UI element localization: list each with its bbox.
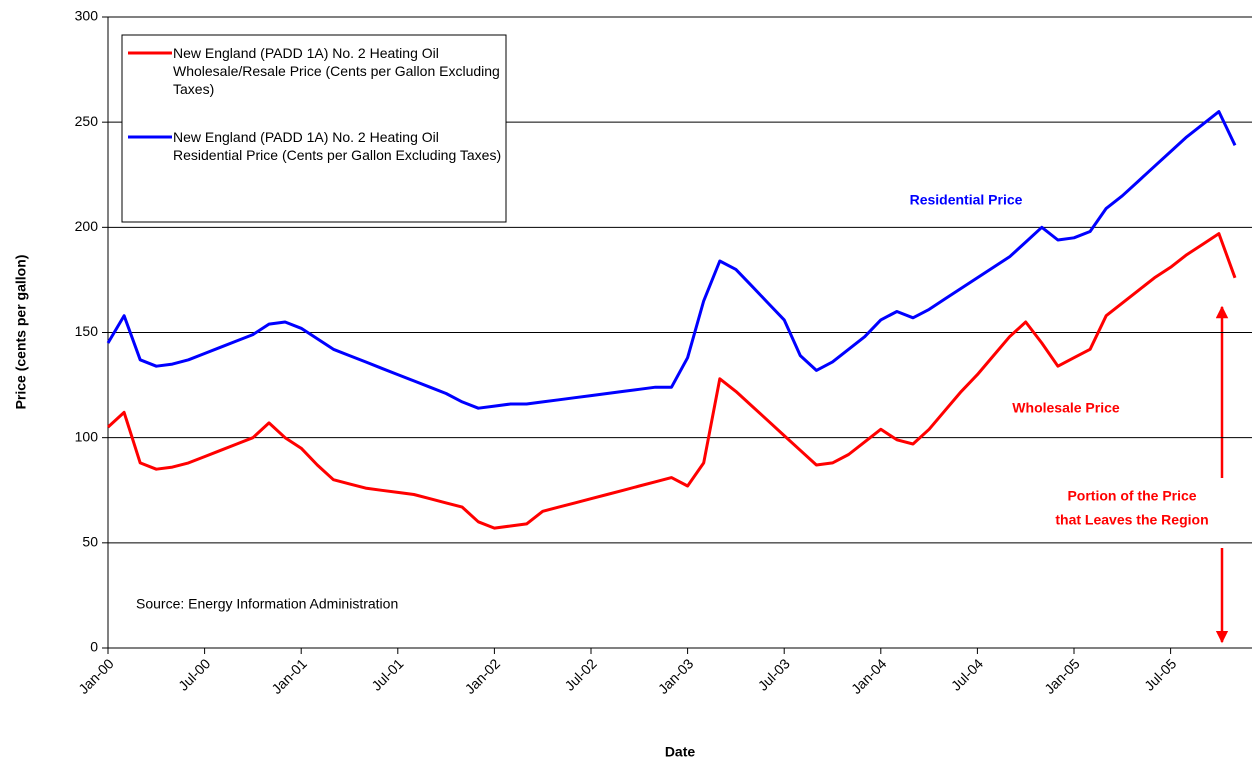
x-axis-label: Date [665,744,696,760]
legend-label: New England (PADD 1A) No. 2 Heating Oil … [173,129,502,163]
x-tick-label: Jan-04 [848,655,890,697]
legend-label: New England (PADD 1A) No. 2 Heating Oil … [173,45,500,97]
series-line [106,232,1237,530]
annotation: Portion of the Price [1067,488,1196,504]
y-axis-label: Price (cents per gallon) [13,255,29,410]
x-tick-label: Jul-05 [1141,655,1179,693]
x-tick-label: Jan-02 [462,655,504,697]
x-tick-label: Jul-03 [755,655,793,693]
annotation: that Leaves the Region [1055,512,1208,528]
y-tick-label: 250 [75,113,99,129]
x-tick-label: Jul-04 [948,655,986,693]
source-note: Source: Energy Information Administratio… [136,596,398,612]
annotation: Wholesale Price [1012,400,1120,416]
x-tick-label: Jul-01 [368,655,406,693]
legend-box [121,34,507,223]
y-tick-label: 0 [90,639,98,655]
y-tick-label: 200 [75,218,99,234]
x-tick-label: Jul-02 [561,655,599,693]
y-tick-label: 300 [75,8,99,24]
x-tick-label: Jan-01 [268,655,310,697]
y-tick-label: 150 [75,323,99,339]
x-tick-label: Jan-00 [75,655,117,697]
series-line [106,110,1237,410]
y-tick-label: 100 [75,428,99,444]
annotation: Residential Price [910,192,1023,208]
y-tick-label: 50 [82,534,98,550]
x-tick-label: Jan-05 [1041,655,1083,697]
x-tick-label: Jul-00 [175,655,213,693]
x-tick-label: Jan-03 [655,655,697,697]
